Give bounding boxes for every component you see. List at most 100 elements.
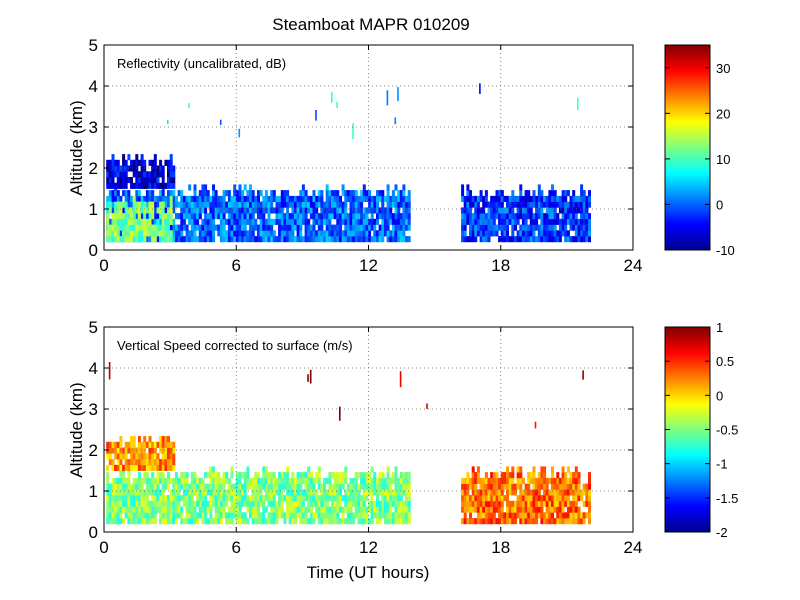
data-cell (137, 447, 141, 454)
data-cell (122, 230, 126, 237)
data-cell (214, 207, 218, 214)
data-cell (230, 201, 234, 208)
data-cell (566, 500, 570, 507)
data-cell (148, 213, 152, 220)
data-cell (254, 483, 258, 490)
data-cell (153, 495, 157, 502)
data-cell (175, 512, 178, 519)
data-cell (164, 453, 168, 460)
data-cell (198, 236, 202, 243)
data-cell (132, 464, 136, 471)
data-cell (151, 213, 155, 220)
data-cell (339, 495, 342, 502)
data-cell (264, 495, 268, 502)
data-cell (357, 472, 361, 479)
y-tick-label: 0 (89, 523, 98, 542)
data-cell (175, 495, 178, 502)
data-cell (161, 190, 165, 197)
data-cell (391, 472, 395, 479)
data-cell (534, 421, 537, 429)
data-cell (535, 224, 539, 231)
data-cell (209, 495, 213, 502)
data-cell (148, 207, 152, 214)
data-cell (540, 483, 544, 490)
data-cell (500, 207, 504, 214)
data-cell (479, 477, 483, 484)
data-cell (399, 190, 403, 197)
data-cell (346, 500, 350, 507)
data-cell (495, 483, 499, 490)
data-cell (167, 195, 170, 202)
data-cell (540, 236, 544, 243)
data-cell (405, 472, 409, 479)
data-cell (217, 500, 221, 507)
data-cell (225, 500, 229, 507)
data-cell (132, 218, 136, 225)
data-cell (535, 483, 539, 490)
data-cell (114, 512, 118, 519)
data-cell (569, 195, 573, 202)
data-cell (376, 195, 379, 202)
data-cell (259, 512, 263, 519)
data-cell (140, 500, 144, 507)
data-cell (214, 472, 218, 479)
data-cell (357, 230, 361, 237)
data-cell (506, 472, 509, 479)
data-cell (235, 195, 239, 202)
data-cell (209, 483, 213, 490)
data-cell (137, 195, 141, 202)
data-cell (527, 201, 531, 208)
data-cell (532, 518, 536, 525)
data-cell (122, 506, 126, 513)
data-cell (135, 477, 139, 484)
data-cell (145, 171, 149, 178)
data-cell (119, 218, 123, 225)
data-cell (307, 483, 311, 490)
data-cell (548, 506, 552, 513)
data-cell (381, 218, 385, 225)
data-cell (122, 171, 126, 178)
data-cell (320, 518, 324, 525)
data-cell (312, 230, 316, 237)
data-cell (262, 213, 266, 220)
data-cell (196, 201, 200, 208)
data-cell (169, 207, 173, 214)
data-cell (156, 224, 160, 231)
data-cell (188, 236, 192, 243)
data-cell (108, 224, 112, 231)
data-cell (222, 483, 226, 490)
data-cell (498, 190, 502, 197)
data-cell (383, 483, 387, 490)
data-cell (461, 483, 465, 490)
data-cell (159, 159, 163, 166)
data-cell (169, 230, 173, 237)
data-cell (196, 224, 200, 231)
data-cell (132, 207, 136, 214)
data-cell (137, 213, 141, 220)
data-cell (394, 213, 398, 220)
data-cell (286, 236, 290, 243)
data-cell (471, 213, 475, 220)
data-cell (280, 218, 284, 225)
data-cell (267, 213, 271, 220)
data-cell (476, 477, 480, 484)
data-cell (331, 195, 334, 202)
data-cell (553, 500, 557, 507)
data-cell (349, 236, 353, 243)
data-cell (294, 224, 297, 231)
data-cell (283, 218, 287, 225)
data-cell (201, 500, 205, 507)
data-cell (500, 230, 504, 237)
data-cell (230, 512, 234, 519)
data-cell (249, 218, 252, 225)
data-cell (209, 230, 213, 237)
data-cell (336, 500, 340, 507)
data-cell (283, 213, 287, 220)
data-cell (286, 477, 290, 484)
data-cell (225, 472, 229, 479)
data-cell (537, 512, 541, 519)
data-cell (352, 195, 356, 202)
data-cell (346, 506, 350, 513)
data-cell (317, 512, 321, 519)
data-cell (235, 224, 239, 231)
